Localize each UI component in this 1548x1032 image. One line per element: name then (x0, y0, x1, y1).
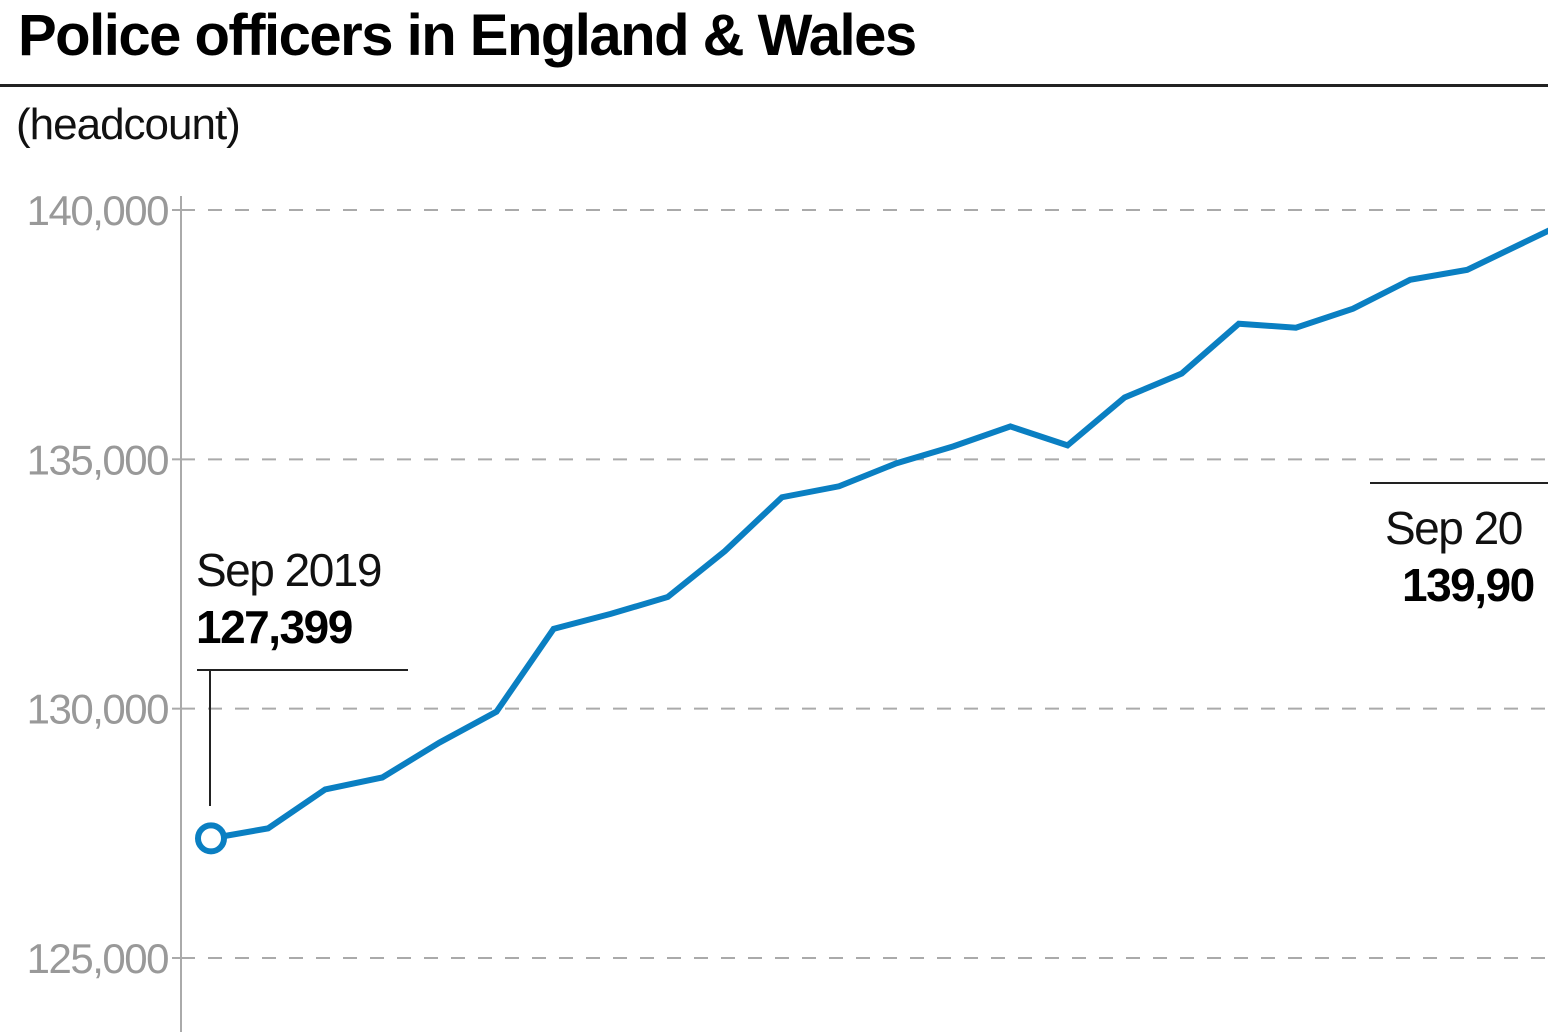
annotation-end: Sep 20 139,90 (1370, 482, 1548, 611)
y-tick-label: 140,000 (27, 187, 168, 234)
chart-title: Police officers in England & Wales (18, 3, 917, 68)
annotation-start-date: Sep 2019 (196, 544, 381, 596)
annotation-start: Sep 2019 127,399 (196, 544, 408, 806)
title-divider (0, 84, 1548, 87)
annotation-end-value: 139,90 (1402, 559, 1534, 611)
start-point-marker (195, 822, 227, 855)
annotation-start-value: 127,399 (196, 601, 352, 653)
chart-subtitle: (headcount) (16, 100, 241, 149)
series-line (210, 227, 1548, 842)
y-tick-label: 135,000 (27, 436, 168, 483)
y-tick-label: 125,000 (27, 935, 168, 982)
annotation-end-date: Sep 20 (1385, 502, 1522, 554)
y-tick-label: 130,000 (27, 686, 168, 733)
